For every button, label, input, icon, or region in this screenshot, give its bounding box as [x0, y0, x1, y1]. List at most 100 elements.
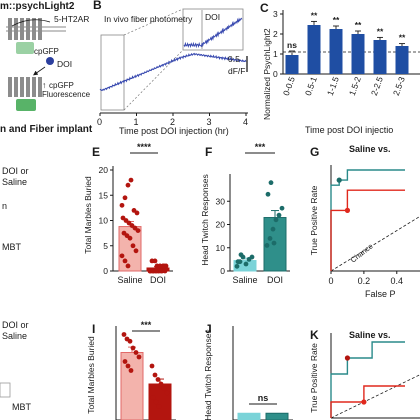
receptor-helix-bound — [20, 77, 24, 97]
panel-g-roc: G Saline vs. True Positive Rate Chance 0 0.2 0… — [309, 144, 420, 299]
panel-e-marbles: E Total Marbles Buried 0 5 10 15 20 Saline DOI **… — [83, 142, 173, 285]
i-data-point — [136, 354, 142, 360]
schematic-line: n — [2, 201, 7, 211]
i-data-point — [158, 381, 164, 387]
panel-k-letter: K — [310, 328, 319, 342]
e-y-tick-label: 5 — [103, 241, 108, 251]
panel-i-letter: I — [92, 322, 95, 336]
i-data-point — [153, 399, 159, 405]
b-x-ticks: 0 1 2 3 4 — [97, 113, 248, 127]
b-inset-box — [182, 8, 244, 51]
g-x-label: False P — [365, 289, 396, 299]
g-x-tick-label: 0.4 — [391, 276, 404, 286]
receptor-helix-bound — [8, 77, 12, 97]
e-data-point — [135, 228, 141, 234]
f-data-point — [273, 217, 279, 223]
b-zoom-box — [100, 34, 125, 111]
e-data-point — [158, 268, 164, 274]
e-data-point — [119, 202, 125, 208]
cpgfp-barrel-bright — [16, 99, 36, 111]
g-roc-series — [330, 189, 405, 271]
panel-c-barchart: C Normalized PsychLight2 0 1 2 3 ns 0-0.5 ** 0… — [260, 1, 420, 135]
receptor-helix-bound — [26, 77, 30, 97]
f-data-point — [265, 191, 271, 197]
ligand-label: DOI — [57, 59, 72, 69]
schematic-line: Saline — [2, 177, 27, 187]
fluorescence-arrow-glyph: ↑ — [42, 80, 46, 90]
b-scalebar-value: 0.5 — [228, 54, 240, 64]
f-data-point — [249, 254, 255, 260]
b-x-tick-label: 2 — [170, 117, 175, 127]
receptor-helix — [20, 18, 24, 40]
c-significance: ns — [287, 40, 297, 50]
e-data-point — [152, 258, 158, 264]
k-y-label: True Positive Rate — [309, 343, 319, 413]
e-data-point — [128, 177, 134, 183]
i-data-point — [155, 377, 161, 382]
panel-b-title: In vivo fiber photometry — [104, 14, 193, 24]
i-bar — [148, 383, 172, 420]
b-main-trace — [99, 52, 247, 92]
e-category-label: Saline — [117, 275, 142, 285]
c-bar — [329, 29, 343, 74]
e-y-label: Total Marbles Buried — [83, 176, 93, 254]
i-data-point — [122, 359, 128, 364]
j-bar — [237, 412, 261, 420]
i-data-point — [121, 332, 127, 337]
c-category-label: 2.5-3 — [391, 75, 407, 97]
receptor-helix-bound — [14, 77, 18, 97]
j-bar — [265, 412, 289, 420]
j-y-label: Head Twitch Responses — [203, 329, 213, 420]
cpgfp-barrel — [16, 42, 34, 54]
receptor-label-leader — [11, 19, 51, 27]
receptor-helix — [14, 18, 18, 40]
f-data-point — [276, 212, 282, 218]
e-data-point — [122, 258, 128, 264]
b-x-tick-label: 1 — [134, 117, 139, 127]
c-bar — [373, 40, 387, 74]
b-x-label: Time post DOI injection (hr) — [119, 126, 229, 136]
panel-k-roc: K Saline vs. True Positive Rate — [309, 328, 420, 419]
i-y-label: Total Marbles Buried — [86, 336, 96, 414]
j-sig-label: ns — [258, 393, 269, 403]
f-data-point — [243, 261, 249, 267]
c-category-label: 2-2.5 — [369, 75, 385, 97]
cpgfp-label-top: cpGFP — [34, 47, 59, 56]
g-roc-series — [330, 169, 405, 271]
i-data-point — [150, 395, 156, 400]
f-data-point — [279, 205, 285, 211]
g-title: Saline vs. — [349, 144, 391, 154]
e-data-point — [119, 253, 125, 259]
c-y-ticks: 0 1 2 3 — [273, 9, 283, 79]
c-y-tick-label: 0 — [273, 69, 278, 79]
g-chance-line — [330, 215, 420, 272]
i-data-point — [127, 338, 133, 344]
cpgfp-label-bottom: cpGFP — [49, 81, 74, 90]
k-roc-series — [330, 385, 405, 418]
receptor-helix — [26, 18, 30, 40]
f-y-label: Head Twitch Responses — [200, 174, 210, 266]
f-data-point — [234, 263, 240, 269]
schematic-line: DOI or — [2, 166, 29, 176]
c-bar — [307, 25, 321, 74]
e-data-point — [162, 268, 168, 274]
c-bar — [395, 46, 409, 74]
e-data-point — [153, 268, 159, 274]
b-x-tick-label: 3 — [207, 117, 212, 127]
f-data-point — [268, 180, 274, 186]
f-data-point — [267, 236, 273, 241]
e-y-tick-label: 10 — [99, 216, 109, 226]
panel-c-letter: C — [260, 1, 269, 15]
f-category-label: Saline — [232, 275, 257, 285]
panel-b-letter: B — [93, 0, 102, 12]
panel-g-letter: G — [310, 145, 319, 159]
c-significance: ** — [399, 33, 406, 43]
i-data-point — [161, 386, 167, 391]
f-y-tick-label: 30 — [216, 196, 226, 206]
k-roc-marker — [344, 355, 351, 361]
b-zoom-leader-top — [123, 8, 184, 36]
k-title: Saline vs. — [349, 330, 391, 340]
panel-a-schematic: m::psychLight2 5-HT2AR cpGFP DOI ↑ cpGFP… — [0, 1, 93, 135]
panel-e-letter: E — [92, 145, 100, 159]
